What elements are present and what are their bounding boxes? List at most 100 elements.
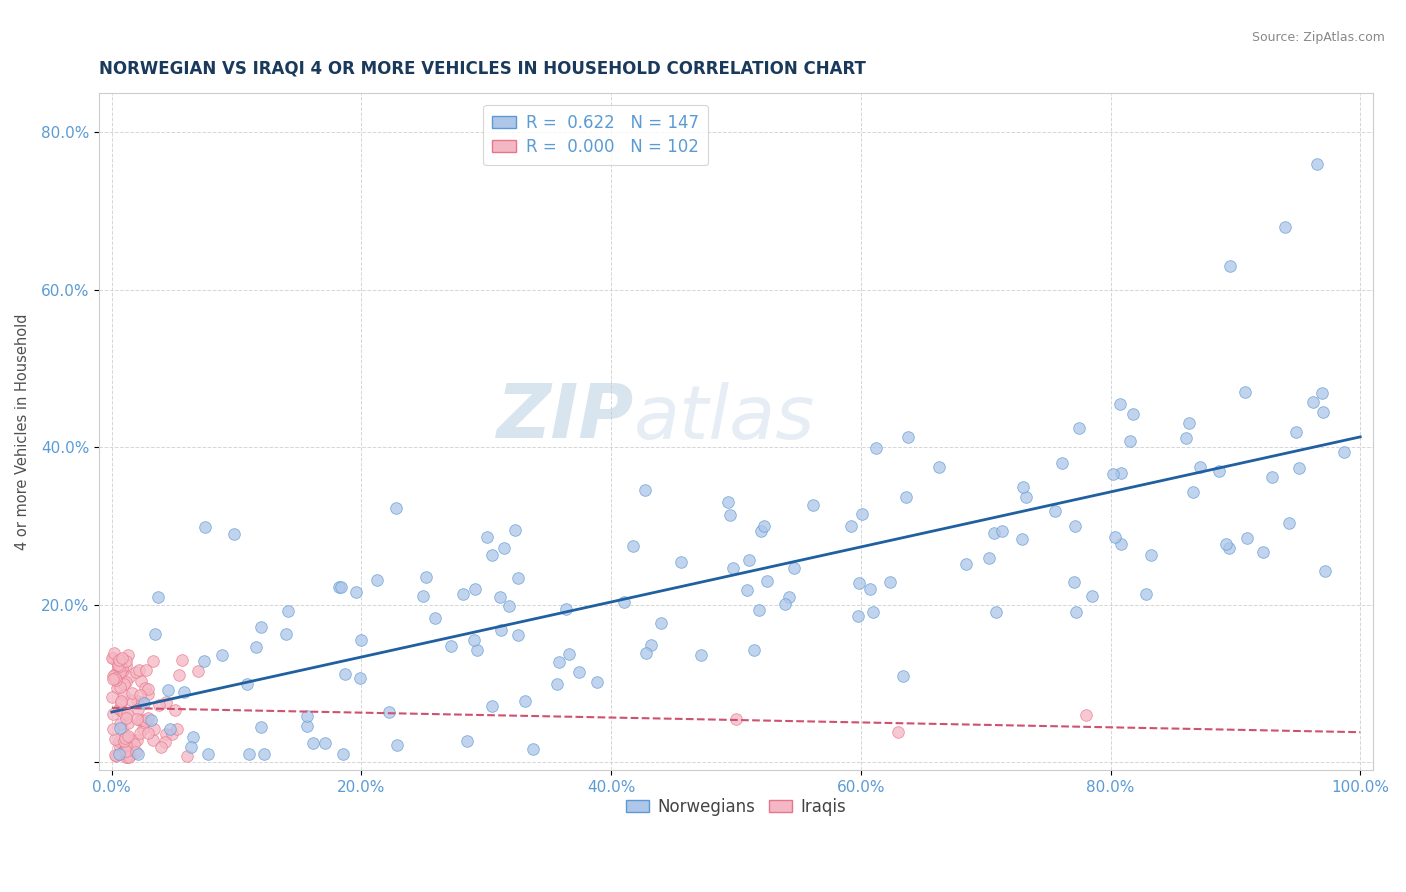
Point xyxy=(494,541,516,555)
Point xyxy=(841,519,863,533)
Point xyxy=(513,694,536,708)
Point xyxy=(503,524,526,538)
Point xyxy=(897,430,920,444)
Point xyxy=(983,526,1005,541)
Point xyxy=(865,441,887,455)
Point xyxy=(115,658,138,673)
Text: atlas: atlas xyxy=(634,382,815,454)
Point xyxy=(136,726,159,740)
Point xyxy=(107,747,129,762)
Point xyxy=(250,720,273,734)
Point xyxy=(114,743,136,757)
Point xyxy=(1122,407,1144,421)
Point xyxy=(773,598,796,612)
Point xyxy=(979,551,1001,566)
Point xyxy=(991,524,1014,538)
Point xyxy=(887,725,910,739)
Point xyxy=(412,589,434,603)
Point xyxy=(1175,431,1198,445)
Point xyxy=(1140,548,1163,562)
Point xyxy=(124,737,146,751)
Point xyxy=(118,670,141,684)
Point xyxy=(717,495,740,509)
Point xyxy=(738,553,761,567)
Legend: Norwegians, Iraqis: Norwegians, Iraqis xyxy=(619,791,853,822)
Point xyxy=(101,690,124,705)
Point xyxy=(295,709,318,723)
Point xyxy=(477,530,499,544)
Point xyxy=(163,703,186,717)
Point xyxy=(125,733,148,747)
Point xyxy=(114,750,136,764)
Point xyxy=(314,736,336,750)
Point xyxy=(634,483,657,497)
Point xyxy=(127,702,149,716)
Point xyxy=(274,626,297,640)
Point xyxy=(222,526,245,541)
Point xyxy=(1069,421,1091,435)
Point xyxy=(181,730,204,744)
Point xyxy=(143,627,166,641)
Point xyxy=(115,730,138,744)
Point xyxy=(253,747,276,762)
Point xyxy=(498,599,520,614)
Point xyxy=(125,745,148,759)
Point xyxy=(879,574,901,589)
Point xyxy=(1011,480,1033,494)
Point xyxy=(366,573,388,587)
Point xyxy=(1310,386,1333,401)
Point xyxy=(112,689,135,703)
Point xyxy=(984,606,1007,620)
Point xyxy=(136,711,159,725)
Point xyxy=(138,687,160,701)
Point xyxy=(104,673,127,687)
Point xyxy=(1188,459,1211,474)
Point xyxy=(848,576,870,591)
Point xyxy=(1288,461,1310,475)
Y-axis label: 4 or more Vehicles in Household: 4 or more Vehicles in Household xyxy=(15,313,30,549)
Point xyxy=(489,591,512,605)
Point xyxy=(1014,490,1036,504)
Point xyxy=(115,706,138,721)
Point xyxy=(245,640,267,654)
Point xyxy=(112,744,135,758)
Point xyxy=(127,693,149,707)
Point xyxy=(1011,532,1033,546)
Point xyxy=(1109,537,1132,551)
Point xyxy=(1218,541,1240,555)
Point xyxy=(554,602,576,616)
Point xyxy=(349,671,371,685)
Point xyxy=(125,665,148,680)
Point xyxy=(146,590,169,604)
Point xyxy=(120,693,142,707)
Point xyxy=(548,655,571,669)
Point xyxy=(108,680,131,694)
Point xyxy=(107,658,129,673)
Point xyxy=(385,501,408,516)
Point xyxy=(506,628,529,642)
Point xyxy=(250,620,273,634)
Point xyxy=(742,643,765,657)
Point xyxy=(110,694,132,708)
Text: ZIP: ZIP xyxy=(496,382,634,455)
Point xyxy=(117,648,139,662)
Point xyxy=(101,722,124,736)
Point xyxy=(1333,445,1355,459)
Point xyxy=(1312,405,1334,419)
Point xyxy=(103,651,125,665)
Point xyxy=(173,685,195,699)
Point xyxy=(142,733,165,747)
Point xyxy=(1278,516,1301,530)
Point xyxy=(1274,219,1296,234)
Point xyxy=(613,595,636,609)
Point xyxy=(333,666,356,681)
Point xyxy=(159,722,181,736)
Point xyxy=(718,508,741,522)
Point xyxy=(749,524,772,538)
Point xyxy=(131,713,153,727)
Point xyxy=(862,605,884,619)
Point xyxy=(104,747,127,762)
Point xyxy=(896,490,918,504)
Point xyxy=(1251,545,1274,559)
Point xyxy=(112,677,135,691)
